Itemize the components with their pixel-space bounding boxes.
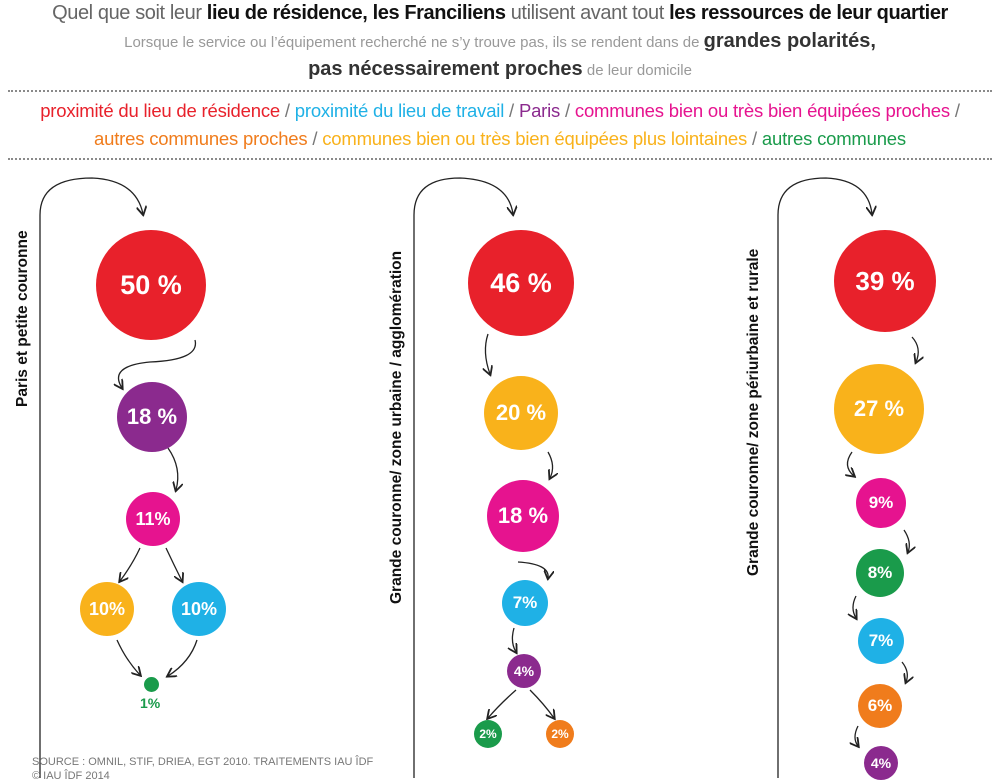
legend-item: autres communes proches xyxy=(94,128,308,149)
circle-value: 10% xyxy=(180,598,218,619)
circle-value: 46 % xyxy=(490,267,552,298)
source-line: SOURCE : OMNIL, STIF, DRIEA, EGT 2010. T… xyxy=(32,756,374,768)
circle-value: 2% xyxy=(479,727,497,741)
title-part: Quel que soit leur xyxy=(52,2,207,24)
flow-arrow xyxy=(167,447,178,490)
circle-value: 7% xyxy=(512,593,538,612)
circle-communes-equipees-proches: 18 % xyxy=(487,480,559,552)
circle-communes-equipees-lointaines: 10% xyxy=(80,582,134,636)
divider xyxy=(8,90,992,92)
title-bold: les ressources de leur quartier xyxy=(669,2,948,24)
circle-communes-equipees-proches: 9% xyxy=(856,478,906,528)
circle-value: 2% xyxy=(551,727,569,741)
flow-arrow xyxy=(901,661,907,682)
bracket-arrow xyxy=(413,177,513,778)
column-label-zone-urbaine: Grande couronne/ zone urbaine / agglomér… xyxy=(388,250,405,604)
circle-residence: 46 % xyxy=(468,230,574,336)
flow-arrow xyxy=(485,333,490,374)
circle-residence: 39 % xyxy=(834,230,936,332)
flow-arrow xyxy=(547,451,553,478)
circle-communes-equipees-lointaines: 20 % xyxy=(484,376,558,450)
bracket-arrow xyxy=(39,177,143,778)
legend-item: communes bien ou très bien équipées plus… xyxy=(322,128,748,149)
subtitle-line-2: pas nécessairement proches de leur domic… xyxy=(0,58,1000,81)
legend-line-2: autres communes proches / communes bien … xyxy=(94,128,906,149)
bracket-arrow xyxy=(777,177,872,778)
circle-communes-equipees-proches: 11% xyxy=(126,492,180,546)
legend-item: proximité du lieu de résidence xyxy=(40,100,280,121)
flow-arrow xyxy=(529,689,554,718)
circle-value: 27 % xyxy=(853,396,905,421)
circle-autres-communes: 2% xyxy=(474,720,502,748)
circle-value: 10% xyxy=(88,598,126,619)
circle-value: 39 % xyxy=(855,265,915,296)
circle-paris: 4% xyxy=(864,746,898,780)
circle-communes-equipees-lointaines: 27 % xyxy=(834,364,924,454)
subtitle-part: Lorsque le service ou l’équipement reche… xyxy=(124,34,704,51)
flow-arrow xyxy=(488,689,517,718)
flow-arrow xyxy=(517,561,548,578)
subtitle-bold: grandes polarités, xyxy=(703,30,876,52)
column-label-zone-periurbaine: Grande couronne/ zone périurbaine et rur… xyxy=(745,248,762,576)
circle-residence: 50 % xyxy=(96,230,206,340)
circle-value: 4% xyxy=(870,755,892,771)
title-part: utilisent avant tout xyxy=(505,2,670,24)
legend-item: proximité du lieu de travail xyxy=(294,100,505,121)
flow-arrow xyxy=(855,725,858,746)
legend-item: autres communes xyxy=(761,128,906,149)
flow-arrow xyxy=(168,639,198,676)
subtitle-part: de leur domicile xyxy=(582,62,692,79)
flow-arrow xyxy=(911,336,918,362)
circle-value: 11% xyxy=(135,508,171,529)
circle-value: 4% xyxy=(513,663,535,679)
circle-paris: 4% xyxy=(507,654,541,688)
flow-arrow xyxy=(847,451,854,476)
circle-value: 18 % xyxy=(497,503,549,528)
circle-value: 7% xyxy=(868,631,894,650)
flow-arrow xyxy=(120,547,141,581)
circle-value: 50 % xyxy=(120,269,182,300)
column-label-paris: Paris et petite couronne xyxy=(14,230,31,407)
circle-autres-communes-proches: 6% xyxy=(858,684,902,728)
flow-arrow xyxy=(119,339,197,388)
copyright-line: © IAU ÎDF 2014 xyxy=(32,770,110,782)
legend-item: communes bien ou très bien équipées proc… xyxy=(574,100,950,121)
legend-line-1: proximité du lieu de résidence / proximi… xyxy=(40,100,960,121)
circle-value: 6% xyxy=(867,696,893,715)
circle-value: 8% xyxy=(867,563,893,582)
subtitle-bold: pas nécessairement proches xyxy=(308,58,583,80)
divider xyxy=(8,158,992,160)
circle-autres-communes-proches: 2% xyxy=(546,720,574,748)
flow-arrow xyxy=(165,547,182,581)
circle-value: 18 % xyxy=(126,404,178,429)
circle-autres-communes: 8% xyxy=(856,549,904,597)
flow-arrow xyxy=(116,639,140,675)
legend-item: Paris xyxy=(518,100,561,121)
title-bold: lieu de résidence, les Franciliens xyxy=(206,2,506,24)
source-note: SOURCE : OMNIL, STIF, DRIEA, EGT 2010. T… xyxy=(32,755,373,783)
circle-paris: 18 % xyxy=(117,382,187,452)
title: Quel que soit leur lieu de résidence, le… xyxy=(0,2,1000,25)
circle-autres-communes xyxy=(144,677,159,692)
flow-arrow xyxy=(512,627,516,652)
subtitle-line-1: Lorsque le service ou l’équipement reche… xyxy=(0,30,1000,53)
flow-arrow xyxy=(903,529,909,552)
circle-travail: 10% xyxy=(172,582,226,636)
circle-value: 9% xyxy=(868,493,894,512)
circle-value: 1% xyxy=(140,695,161,711)
flow-arrow xyxy=(853,595,856,618)
circle-value: 20 % xyxy=(495,400,547,425)
circle-travail: 7% xyxy=(502,580,548,626)
circle-travail: 7% xyxy=(858,618,904,664)
